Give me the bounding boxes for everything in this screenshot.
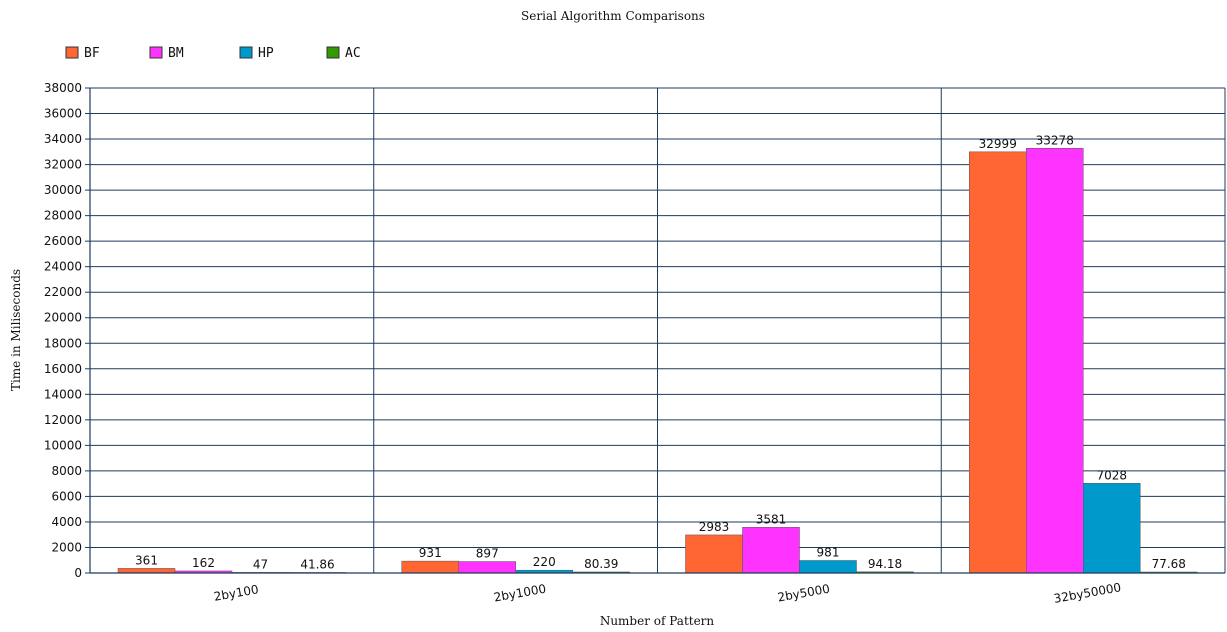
legend-label-ac: AC [345, 46, 361, 61]
y-tick-label: 16000 [44, 362, 82, 376]
data-labels: 361 931 2983 32999 162 897 3581 33278 47 220 981 70… [135, 133, 1186, 571]
data-label: 80.39 [584, 557, 618, 571]
data-label: 981 [817, 545, 840, 559]
data-label: 33278 [1036, 133, 1074, 147]
data-label: 3581 [756, 512, 787, 526]
y-tick-label: 0 [74, 566, 82, 580]
y-tick-label: 32000 [44, 158, 82, 172]
data-label: 47 [253, 557, 268, 571]
y-tick-label: 18000 [44, 336, 82, 350]
data-label: 32999 [979, 137, 1017, 151]
bar-bf-32by50000 [969, 151, 1027, 574]
y-tick-label: 22000 [44, 285, 82, 299]
category-label: 2by5000 [776, 582, 831, 605]
y-tick-label: 38000 [44, 81, 82, 95]
y-tick-label: 24000 [44, 260, 82, 274]
legend-label-bf: BF [84, 46, 100, 61]
data-label: 931 [419, 546, 442, 560]
y-tick-label: 34000 [44, 132, 82, 146]
bar-bf-2by1000 [401, 560, 459, 574]
data-label: 41.86 [300, 557, 334, 571]
bar-bf-2by5000 [685, 534, 743, 574]
y-tick-label: 26000 [44, 234, 82, 248]
category-labels: 2by100 2by1000 2by5000 32by50000 [213, 580, 1123, 606]
data-label: 162 [192, 556, 215, 570]
category-label: 32by50000 [1053, 580, 1123, 606]
legend-label-hp: HP [258, 46, 274, 61]
y-tick-label: 8000 [51, 464, 82, 478]
bar-hp-32by50000 [1083, 483, 1141, 574]
y-tick-label: 20000 [44, 311, 82, 325]
data-label: 2983 [699, 520, 730, 534]
bar-hp-2by5000 [799, 560, 857, 574]
legend-label-bm: BM [168, 46, 184, 61]
y-tick-label: 28000 [44, 209, 82, 223]
y-tick-label: 10000 [44, 438, 82, 452]
data-label: 361 [135, 553, 158, 567]
chart-title: Serial Algorithm Comparisons [521, 9, 705, 23]
y-tick-label: 6000 [51, 489, 82, 503]
data-label: 897 [476, 547, 499, 561]
data-label: 77.68 [1152, 557, 1186, 571]
bars [117, 148, 1198, 574]
data-label: 94.18 [868, 557, 902, 571]
y-axis-label: Time in Miliseconds [9, 269, 23, 391]
y-tick-label: 36000 [44, 107, 82, 121]
y-axis-ticks: 0 2000 4000 6000 8000 10000 12000 14000 16000 180… [44, 81, 90, 580]
y-tick-label: 12000 [44, 413, 82, 427]
data-label: 220 [533, 555, 556, 569]
legend: BF BM HP AC [65, 46, 361, 61]
bar-bm-2by5000 [742, 527, 800, 574]
y-tick-label: 2000 [51, 540, 82, 554]
legend-swatch-bm [149, 46, 163, 59]
legend-swatch-hp [239, 46, 253, 59]
y-tick-label: 4000 [51, 515, 82, 529]
x-axis-label: Number of Pattern [600, 614, 715, 628]
data-label: 7028 [1096, 468, 1127, 482]
y-tick-label: 30000 [44, 183, 82, 197]
category-label: 2by1000 [493, 582, 548, 605]
bar-bm-2by1000 [458, 561, 516, 574]
category-label: 2by100 [213, 582, 260, 604]
bar-bm-32by50000 [1026, 148, 1084, 574]
bar-bf-2by100 [117, 568, 176, 574]
axes [89, 88, 1226, 574]
legend-swatch-ac [326, 46, 340, 59]
y-tick-label: 14000 [44, 387, 82, 401]
legend-swatch-bf [65, 46, 79, 59]
